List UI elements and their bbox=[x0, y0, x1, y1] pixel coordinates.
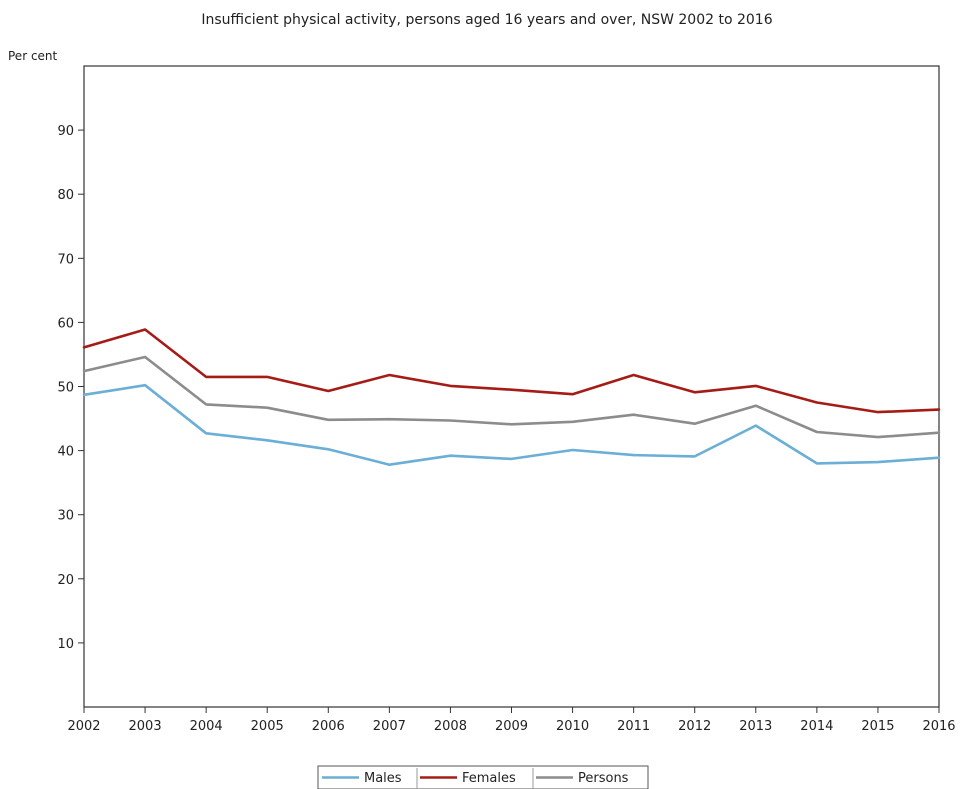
x-axis: 2002 2003 2004 2005 2006 2007 2008 2009 2010 2011… bbox=[67, 707, 956, 734]
y-tick-label: 60 bbox=[57, 316, 74, 331]
x-tick-label: 2008 bbox=[434, 719, 467, 734]
chart-title: Insufficient physical activity, persons … bbox=[201, 12, 772, 28]
legend: Males Females Persons bbox=[317, 765, 649, 789]
x-tick-label: 2013 bbox=[739, 719, 772, 734]
x-tick-label: 2004 bbox=[190, 719, 223, 734]
y-tick-label: 80 bbox=[57, 188, 74, 203]
x-tick-label: 2006 bbox=[312, 719, 345, 734]
y-axis: 10 20 30 40 50 60 70 80 90 bbox=[57, 124, 84, 652]
x-tick-label: 2016 bbox=[922, 719, 955, 734]
y-axis-label: Per cent bbox=[8, 49, 58, 63]
legend-label-females: Females bbox=[462, 771, 516, 786]
x-tick-label: 2003 bbox=[129, 719, 162, 734]
series-line-females bbox=[82, 328, 941, 414]
y-tick-label: 50 bbox=[57, 381, 74, 396]
y-tick-label: 20 bbox=[57, 573, 74, 588]
x-tick-label: 2002 bbox=[67, 719, 100, 734]
legend-label-persons: Persons bbox=[578, 771, 629, 786]
legend-box bbox=[317, 765, 649, 789]
x-tick-label: 2009 bbox=[495, 719, 528, 734]
series-lines bbox=[82, 328, 941, 467]
plot-frame bbox=[83, 65, 940, 708]
legend-label-males: Males bbox=[364, 771, 402, 786]
y-tick-label: 70 bbox=[57, 252, 74, 267]
x-tick-label: 2007 bbox=[373, 719, 406, 734]
x-tick-label: 2010 bbox=[556, 719, 589, 734]
x-tick-label: 2012 bbox=[678, 719, 711, 734]
y-tick-label: 10 bbox=[57, 637, 74, 652]
y-tick-label: 40 bbox=[57, 445, 74, 460]
x-tick-label: 2005 bbox=[251, 719, 284, 734]
y-tick-label: 90 bbox=[57, 124, 74, 139]
x-tick-label: 2015 bbox=[861, 719, 894, 734]
x-tick-label: 2014 bbox=[800, 719, 833, 734]
x-tick-label: 2011 bbox=[617, 719, 650, 734]
series-line-persons bbox=[82, 355, 941, 439]
y-tick-label: 30 bbox=[57, 509, 74, 524]
series-line-males bbox=[82, 383, 941, 467]
